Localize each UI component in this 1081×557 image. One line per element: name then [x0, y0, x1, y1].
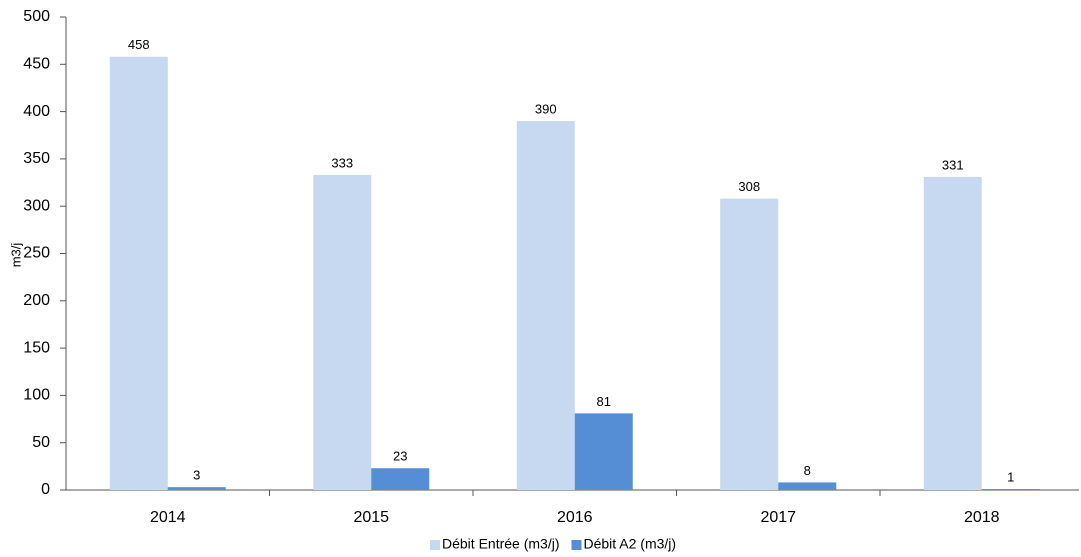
- y-tick-label: 100: [23, 387, 50, 404]
- legend-label: Débit Entrée (m3/j): [442, 536, 559, 552]
- x-tick-label: 2014: [150, 509, 186, 526]
- y-tick-label: 350: [23, 150, 50, 167]
- legend-label: Débit A2 (m3/j): [583, 536, 676, 552]
- bar: [778, 482, 837, 490]
- x-tick-label: 2016: [557, 509, 593, 526]
- bar: [574, 413, 633, 490]
- y-tick-label: 150: [23, 339, 50, 356]
- bar: [720, 198, 779, 490]
- data-label: 333: [331, 155, 353, 170]
- data-label: 1: [1007, 469, 1014, 484]
- data-label: 3: [193, 468, 200, 483]
- bar: [167, 487, 226, 490]
- bar: [371, 468, 430, 490]
- data-label: 8: [804, 463, 811, 478]
- bar: [313, 174, 372, 490]
- legend-swatch: [430, 540, 440, 550]
- y-tick-label: 0: [41, 481, 50, 498]
- y-tick-label: 500: [23, 8, 50, 25]
- y-tick-label: 450: [23, 56, 50, 73]
- y-tick-label: 50: [32, 434, 50, 451]
- bar: [516, 121, 575, 490]
- bar: [923, 176, 982, 490]
- x-tick-label: 2018: [964, 509, 1000, 526]
- data-label: 458: [128, 37, 150, 52]
- legend-swatch: [571, 540, 582, 550]
- y-axis-label: m3/j: [8, 243, 23, 268]
- y-tick-label: 400: [23, 103, 50, 120]
- bar: [109, 56, 168, 491]
- bar: [981, 489, 1040, 490]
- y-tick-label: 200: [23, 292, 50, 309]
- data-label: 23: [393, 449, 407, 464]
- x-tick-label: 2015: [353, 509, 389, 526]
- data-label: 308: [738, 179, 760, 194]
- x-tick-label: 2017: [760, 509, 796, 526]
- data-label: 390: [535, 101, 557, 116]
- data-label: 81: [597, 394, 611, 409]
- data-label: 331: [942, 157, 964, 172]
- y-tick-label: 250: [23, 245, 50, 262]
- y-tick-label: 300: [23, 197, 50, 214]
